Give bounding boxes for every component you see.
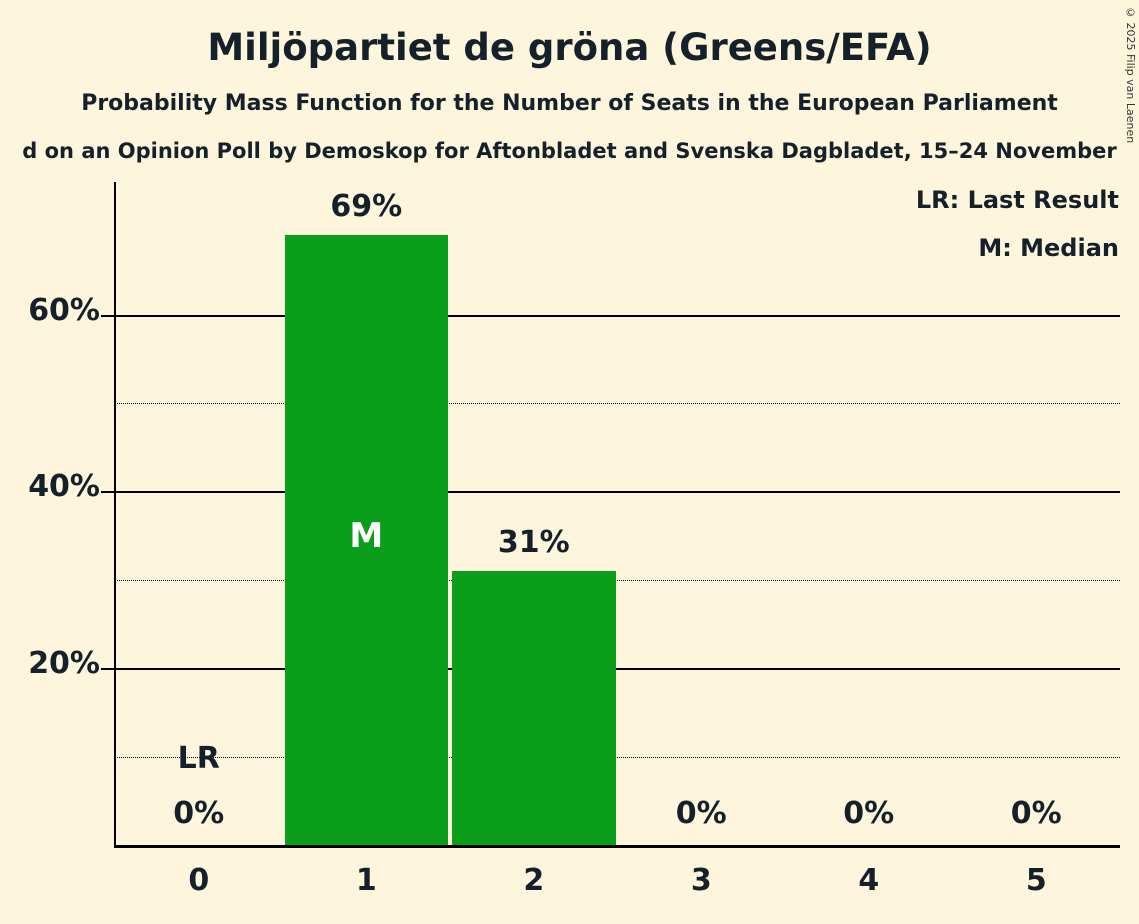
- bar-label: 31%: [497, 524, 570, 560]
- y-axis: [114, 182, 116, 845]
- bar: [284, 235, 448, 845]
- bar: [452, 570, 616, 845]
- chart-source-line: d on an Opinion Poll by Demoskop for Aft…: [22, 139, 1117, 163]
- median-marker: M: [349, 516, 384, 557]
- legend-median: M: Median: [978, 234, 1119, 262]
- x-tick-label: 4: [858, 863, 880, 898]
- bar-label: 0%: [843, 796, 895, 831]
- y-tick-label: 40%: [28, 469, 100, 505]
- last-result-marker: LR: [177, 741, 220, 776]
- gridline-dotted: [115, 403, 1120, 404]
- bar-label: 69%: [330, 189, 403, 225]
- x-axis: [114, 845, 1120, 848]
- chart-title: Miljöpartiet de gröna (Greens/EFA): [207, 26, 932, 69]
- bar-label: 0%: [675, 796, 727, 831]
- x-tick-label: 2: [523, 863, 545, 898]
- chart-subtitle: Probability Mass Function for the Number…: [81, 91, 1058, 116]
- gridline-dotted: [115, 579, 1120, 581]
- x-tick-label: 5: [1025, 863, 1047, 898]
- legend-last-result: LR: Last Result: [915, 186, 1119, 214]
- bar-label: 0%: [1010, 796, 1062, 831]
- gridline-solid: [101, 491, 1120, 494]
- y-tick-label: 20%: [28, 646, 100, 682]
- copyright-notice: © 2025 Filip van Laenen: [1124, 6, 1137, 144]
- bar-label: 0%: [173, 796, 225, 831]
- gridline-solid: [101, 314, 1120, 317]
- x-tick-label: 0: [188, 863, 210, 898]
- y-tick-label: 60%: [28, 292, 100, 328]
- x-tick-label: 1: [355, 863, 377, 898]
- x-tick-label: 3: [690, 863, 712, 898]
- gridline-dotted: [115, 756, 1120, 758]
